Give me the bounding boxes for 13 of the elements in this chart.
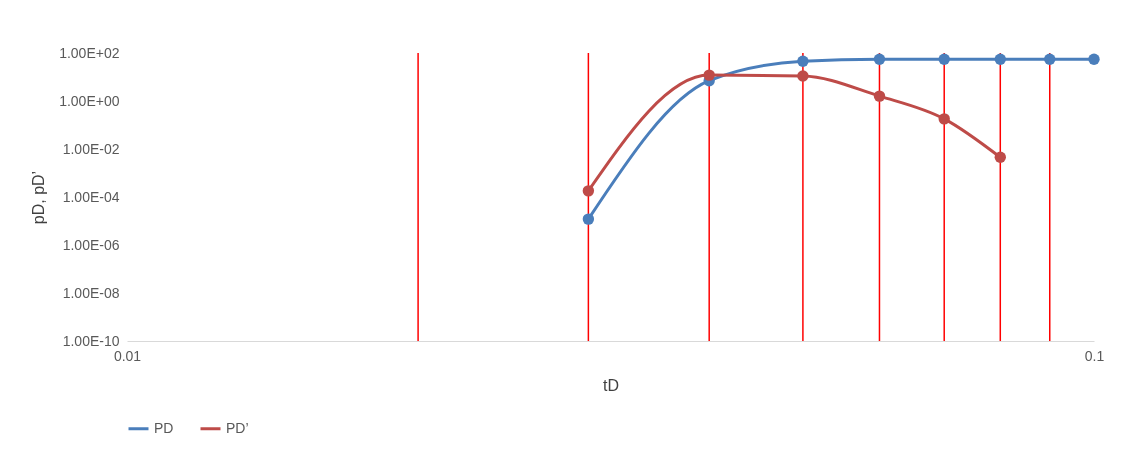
y-tick-label: 1.00E-10: [62, 332, 120, 349]
y-tick-label: 1.00E+02: [59, 44, 120, 61]
x-tick-label: 0.1: [1084, 347, 1105, 364]
y-tick-label: 1.00E-08: [62, 284, 120, 301]
y-tick-label: 1.00E-06: [62, 236, 120, 253]
legend-label: PD: [154, 419, 174, 436]
y-tick-label: 1.00E-04: [62, 188, 120, 205]
y-axis-title: pD, pD’: [30, 170, 48, 225]
legend-label: PD’: [226, 419, 249, 436]
x-axis-title: tD: [603, 376, 619, 394]
y-tick-label: 1.00E+00: [59, 92, 120, 109]
y-tick-label: 1.00E-02: [62, 140, 120, 157]
x-tick-label: 0.01: [113, 347, 142, 364]
